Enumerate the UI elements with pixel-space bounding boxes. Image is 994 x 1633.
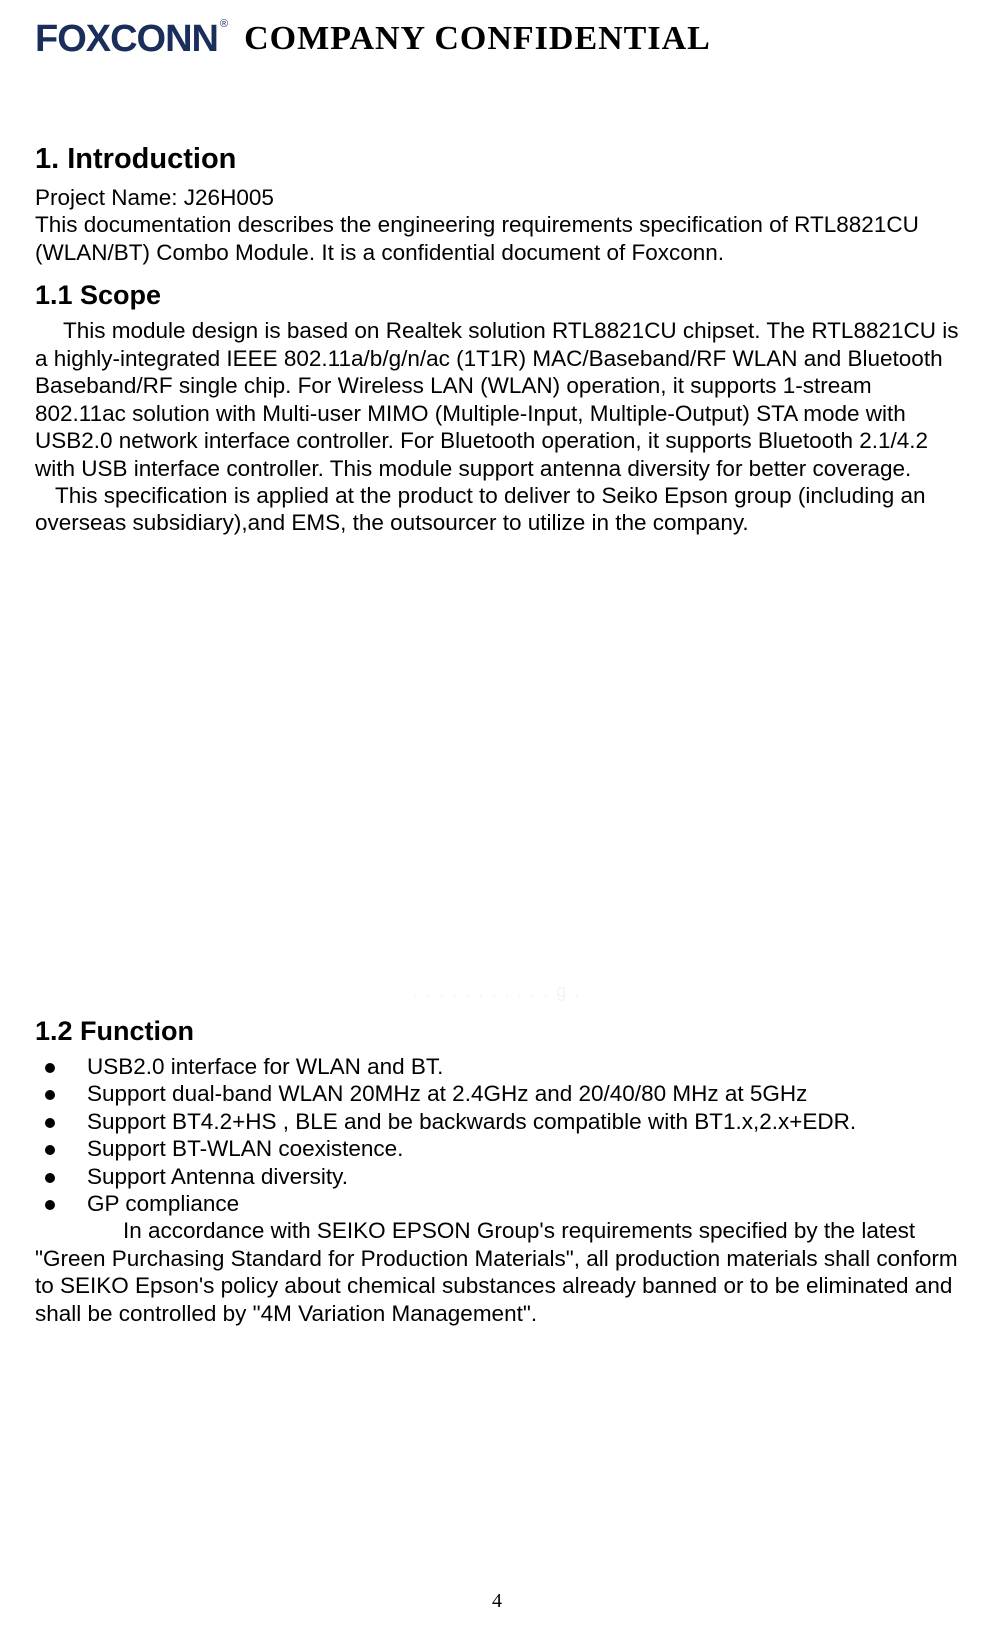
bullet-icon: [45, 1063, 55, 1073]
gp-compliance-para: In accordance with SEIKO EPSON Group's r…: [35, 1217, 959, 1327]
bullet-icon: [45, 1090, 55, 1100]
figure-caption-faint: . . . . . . . . . . . g .: [35, 981, 959, 1002]
bullet-text: USB2.0 interface for WLAN and BT.: [87, 1053, 443, 1080]
gp-first-line: In accordance with SEIKO EPSON Group's r…: [123, 1217, 959, 1244]
list-item: Support dual-band WLAN 20MHz at 2.4GHz a…: [35, 1080, 959, 1107]
bullet-icon: [45, 1200, 55, 1210]
scope-para-1-text: This module design is based on Realtek s…: [35, 318, 959, 480]
foxconn-logo: FOXCONN ®: [35, 20, 226, 58]
list-item: Support BT4.2+HS , BLE and be backwards …: [35, 1108, 959, 1135]
registered-icon: ®: [220, 18, 228, 30]
list-item: USB2.0 interface for WLAN and BT.: [35, 1053, 959, 1080]
scope-para-1: This module design is based on Realtek s…: [35, 317, 959, 482]
bullet-text: Support BT-WLAN coexistence.: [87, 1135, 403, 1162]
scope-para-2-text: This specification is applied at the pro…: [35, 483, 926, 535]
figure-placeholder: [35, 537, 959, 977]
function-bullet-list: USB2.0 interface for WLAN and BT. Suppor…: [35, 1053, 959, 1218]
page-header: FOXCONN ® COMPANY CONFIDENTIAL: [35, 20, 959, 58]
bullet-icon: [45, 1173, 55, 1183]
confidential-title: COMPANY CONFIDENTIAL: [244, 20, 711, 58]
page-number: 4: [492, 1590, 502, 1613]
logo-text: FOXCONN: [35, 20, 218, 58]
bullet-text: GP compliance: [87, 1190, 239, 1217]
bullet-icon: [45, 1145, 55, 1155]
bullet-icon: [45, 1118, 55, 1128]
list-item: Support BT-WLAN coexistence.: [35, 1135, 959, 1162]
gp-rest: "Green Purchasing Standard for Productio…: [35, 1245, 959, 1327]
scope-para-2: This specification is applied at the pro…: [35, 482, 959, 537]
section-1-heading: 1. Introduction: [35, 143, 959, 176]
list-item: GP compliance: [35, 1190, 959, 1217]
section-1-1-heading: 1.1 Scope: [35, 280, 959, 311]
project-name-line: Project Name: J26H005: [35, 184, 959, 211]
bullet-text: Support Antenna diversity.: [87, 1163, 348, 1190]
list-item: Support Antenna diversity.: [35, 1163, 959, 1190]
bullet-text: Support BT4.2+HS , BLE and be backwards …: [87, 1108, 856, 1135]
section-1-2-heading: 1.2 Function: [35, 1016, 959, 1047]
bullet-text: Support dual-band WLAN 20MHz at 2.4GHz a…: [87, 1080, 807, 1107]
intro-description: This documentation describes the enginee…: [35, 211, 959, 266]
